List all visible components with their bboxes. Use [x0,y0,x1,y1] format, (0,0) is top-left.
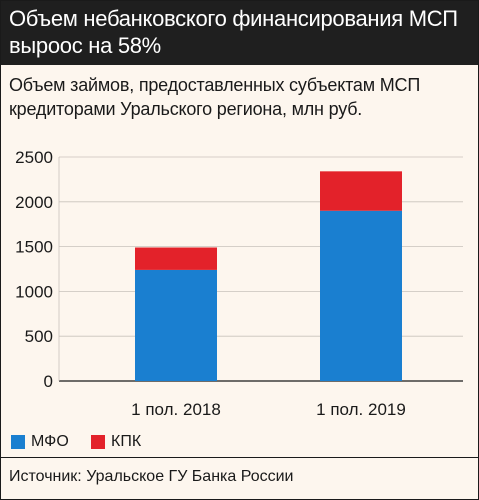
y-tick-label: 2000 [15,193,53,212]
grid-layer [58,156,463,382]
y-tick-label: 2500 [15,148,53,167]
source-note: Источник: Уральское ГУ Банка России [9,468,294,485]
legend-swatch-mfo [11,435,25,449]
legend-label-kpk: КПК [111,433,142,450]
y-tick-label: 1000 [15,282,53,301]
bar-mfo-1 [135,269,217,381]
footer-divider [1,457,478,458]
chart-subtitle: Объем займов, предоставленных субъектам … [9,75,421,119]
x-category-label: 1 пол. 2018 [131,400,221,419]
labels-layer: 0 500 1000 1500 2000 2500 1 пол. 2018 1 пол. 20… [15,148,406,419]
bar-kpk-1 [135,247,217,270]
bar-mfo-2 [320,210,402,381]
bars-layer [135,171,402,381]
legend-swatch-kpk [91,435,105,449]
bar-kpk-2 [320,171,402,211]
legend-label-mfo: МФО [31,433,69,450]
title-bar: Объем небанковского финансирования МСП в… [1,1,478,65]
y-tick-label: 500 [25,327,53,346]
y-tick-label: 0 [44,372,53,391]
y-tick-label: 1500 [15,238,53,257]
x-category-label: 1 пол. 2019 [316,400,406,419]
bar-chart: 0 500 1000 1500 2000 2500 1 пол. 2018 1 пол. 20… [15,148,463,419]
chart-title: Объем небанковского финансирования МСП в… [9,6,458,58]
